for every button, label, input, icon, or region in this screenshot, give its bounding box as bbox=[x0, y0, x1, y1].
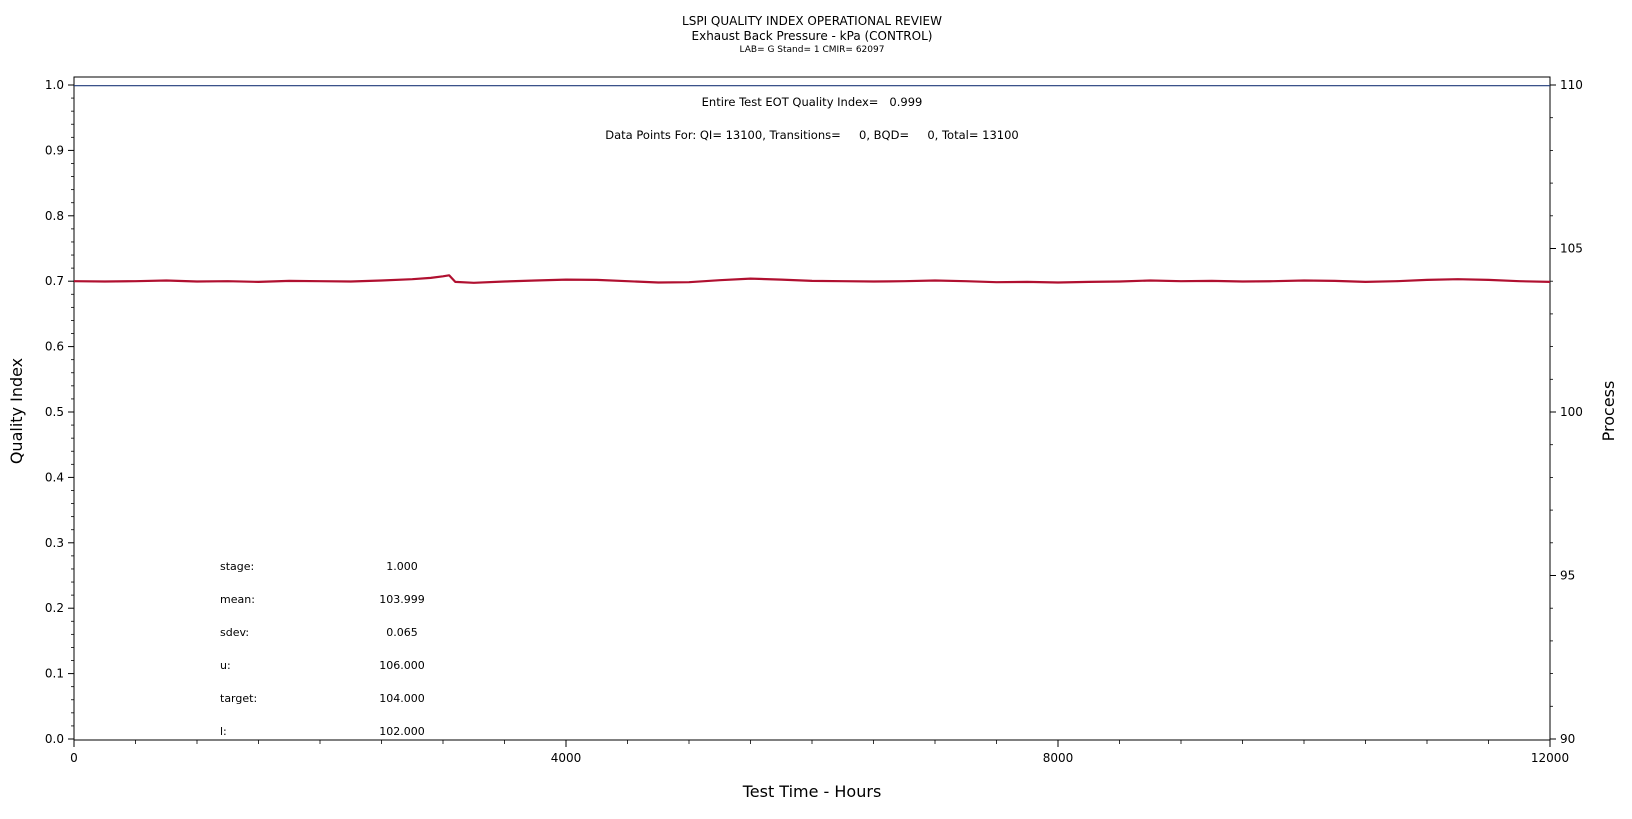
stat-label: stage: bbox=[220, 560, 254, 573]
y-tick-label: 0.4 bbox=[45, 470, 64, 484]
y-tick-label: 1.0 bbox=[45, 78, 64, 92]
stat-label: target: bbox=[220, 692, 257, 705]
plot-annotations: Entire Test EOT Quality Index= 0.999 Dat… bbox=[605, 95, 1018, 142]
plot-frame bbox=[73, 76, 1551, 741]
x-tick-label: 4000 bbox=[551, 751, 582, 765]
quality-index-annotation: Entire Test EOT Quality Index= 0.999 bbox=[702, 95, 923, 109]
chart-title: LSPI QUALITY INDEX OPERATIONAL REVIEW bbox=[682, 14, 942, 28]
y2-tick-label: 105 bbox=[1560, 242, 1583, 256]
y-tick-label: 0.5 bbox=[45, 405, 64, 419]
y2-tick-label: 90 bbox=[1560, 732, 1575, 746]
y-tick-label: 0.3 bbox=[45, 536, 64, 550]
x-tick-label: 12000 bbox=[1531, 751, 1569, 765]
stat-value: 106.000 bbox=[379, 659, 425, 672]
y-tick-label: 0.8 bbox=[45, 209, 64, 223]
x-tick-label: 0 bbox=[70, 751, 78, 765]
chart-meta-line: LAB= G Stand= 1 CMIR= 62097 bbox=[740, 45, 885, 55]
x-tick-label: 8000 bbox=[1043, 751, 1074, 765]
x-axis-label: Test Time - Hours bbox=[742, 782, 882, 801]
y2-tick-label: 95 bbox=[1560, 569, 1575, 583]
tick-layer: 0.0 0.1 0.2 0.3 0.4 0.5 0.6 0.7 0.8 0.9 1.0 90 95 100… bbox=[45, 78, 1583, 765]
chart-titles: LSPI QUALITY INDEX OPERATIONAL REVIEW Ex… bbox=[682, 14, 942, 55]
stat-label: l: bbox=[220, 725, 227, 738]
y-tick-label: 0.0 bbox=[45, 732, 64, 746]
y-tick-label: 0.1 bbox=[45, 667, 64, 681]
stat-value: 104.000 bbox=[379, 692, 425, 705]
stat-label: u: bbox=[220, 659, 231, 672]
stat-value: 0.065 bbox=[386, 626, 418, 639]
y2-tick-label: 100 bbox=[1560, 405, 1583, 419]
stat-label: sdev: bbox=[220, 626, 249, 639]
y2-axis-label: Process bbox=[1599, 381, 1618, 442]
y-tick-label: 0.7 bbox=[45, 274, 64, 288]
series-layer bbox=[73, 85, 1551, 284]
stat-value: 102.000 bbox=[379, 725, 425, 738]
y-tick-label: 0.9 bbox=[45, 143, 64, 157]
stat-value: 103.999 bbox=[379, 593, 425, 606]
stat-label: mean: bbox=[220, 593, 255, 606]
y-tick-label: 0.6 bbox=[45, 340, 64, 354]
stats-block: stage: 1.000 mean: 103.999 sdev: 0.065 u: 106.0… bbox=[220, 560, 425, 738]
data-points-annotation: Data Points For: QI= 13100, Transitions=… bbox=[605, 128, 1018, 142]
y2-tick-label: 110 bbox=[1560, 78, 1583, 92]
stat-value: 1.000 bbox=[386, 560, 418, 573]
y-tick-label: 0.2 bbox=[45, 601, 64, 615]
chart-subtitle: Exhaust Back Pressure - kPa (CONTROL) bbox=[692, 29, 933, 43]
y-axis-label: Quality Index bbox=[7, 358, 26, 464]
process-series-line bbox=[73, 274, 1551, 284]
